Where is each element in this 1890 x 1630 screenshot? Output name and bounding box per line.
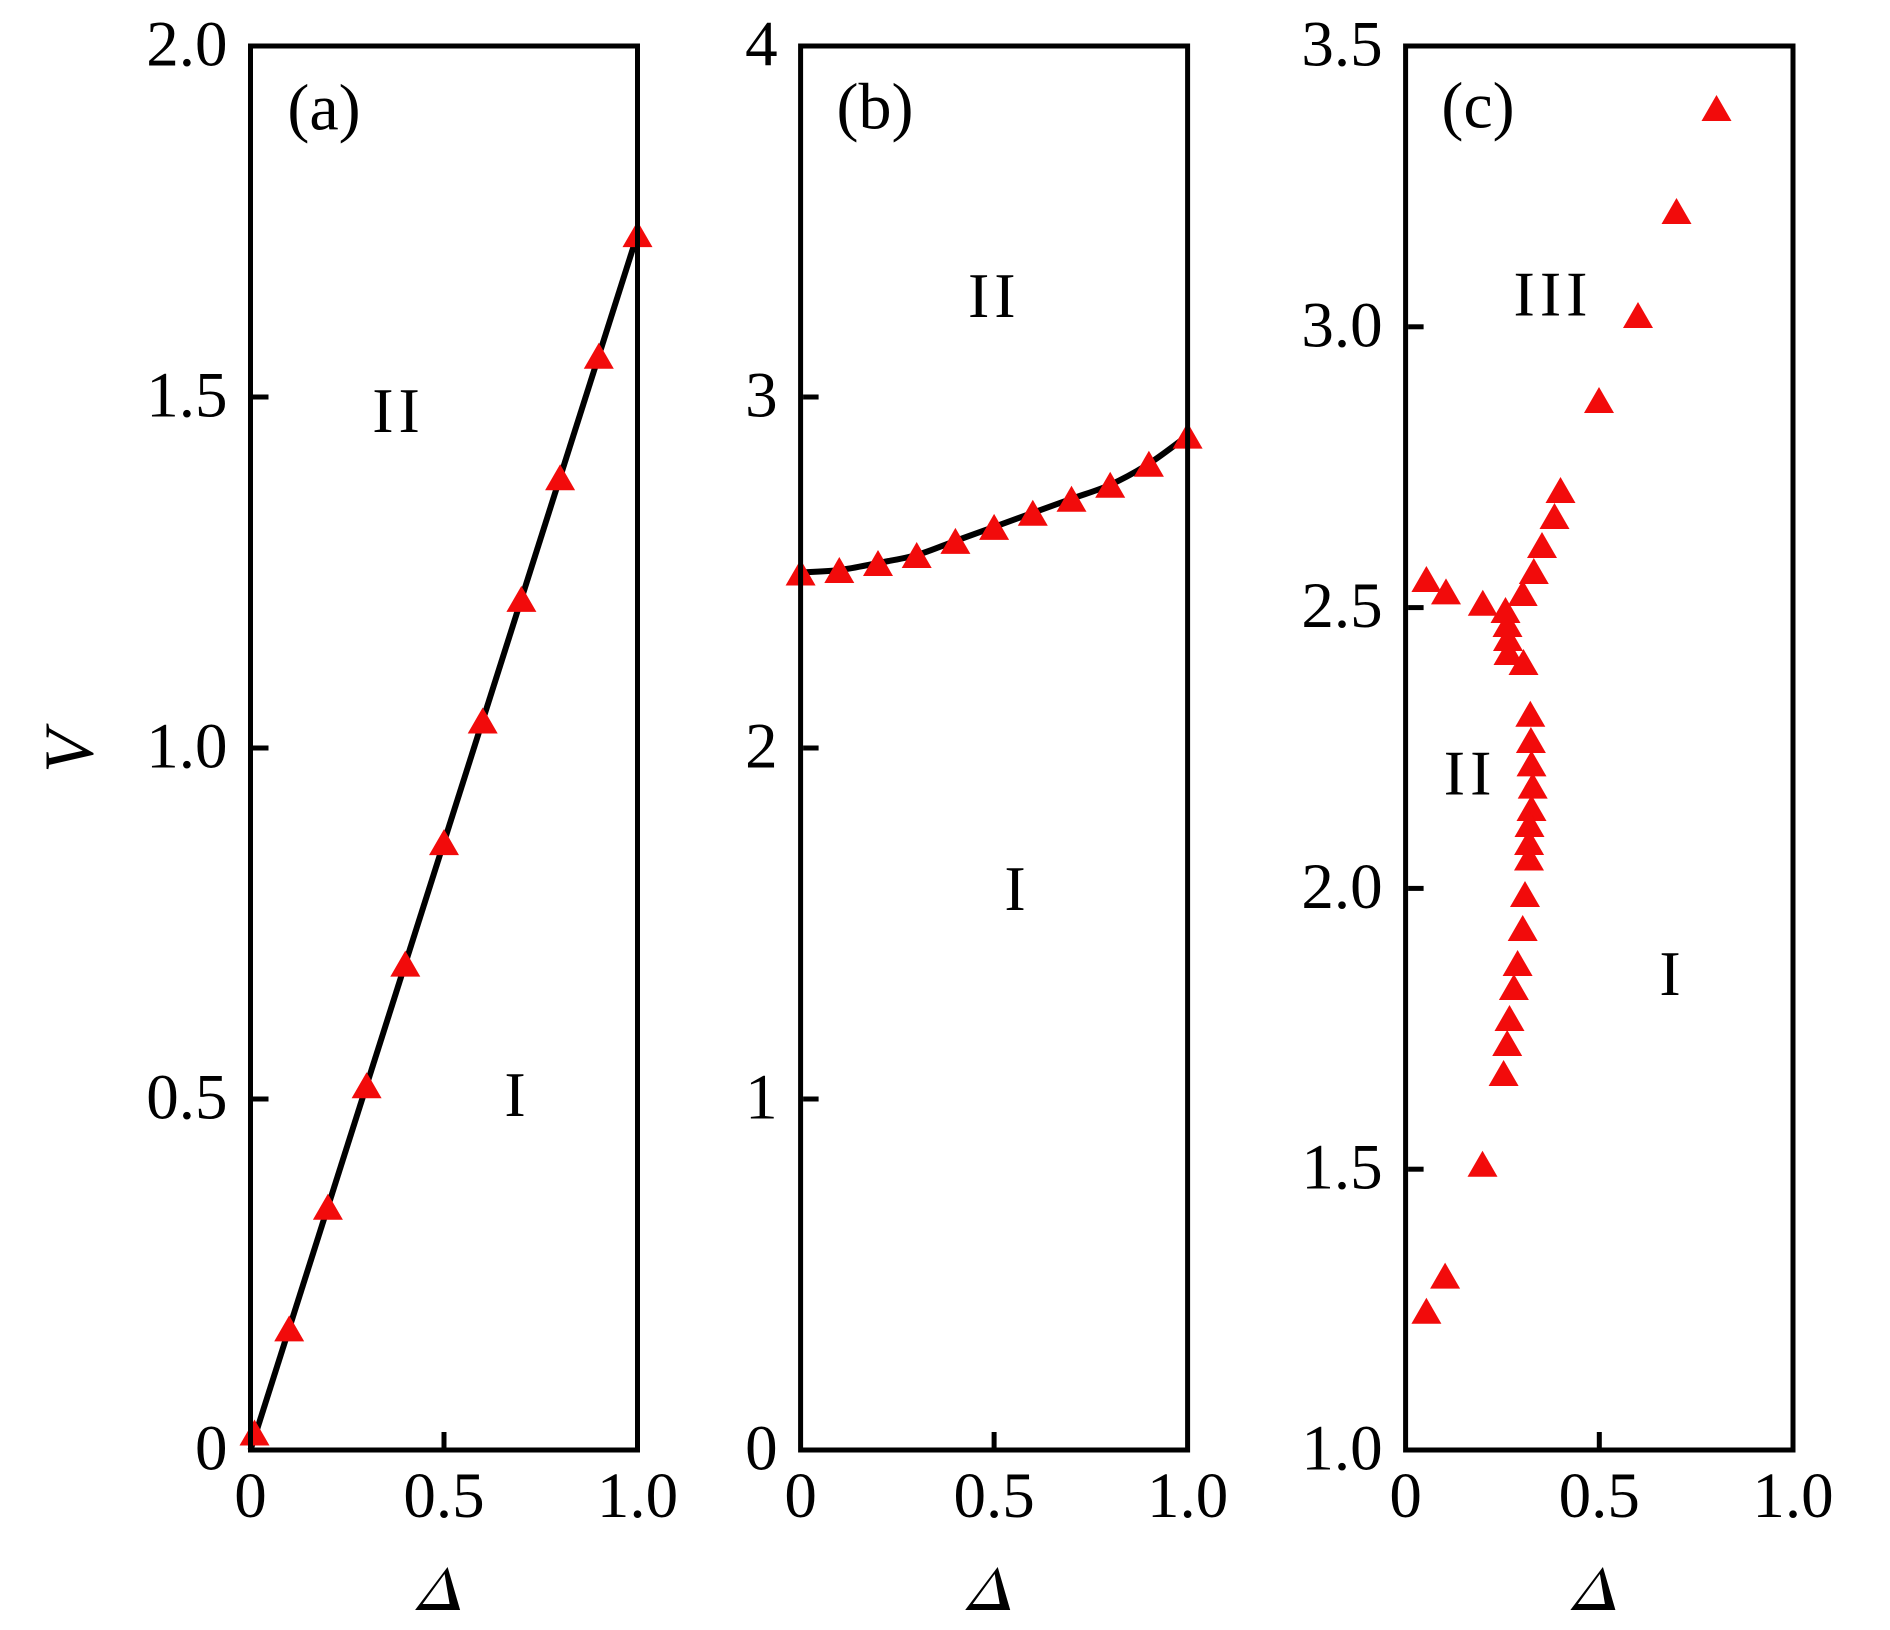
svg-text:II: II [372,375,425,446]
svg-text:1.5: 1.5 [146,360,227,432]
svg-text:I: I [1659,938,1680,1009]
svg-text:0.5: 0.5 [953,1460,1034,1532]
svg-text:(c): (c) [1441,70,1514,143]
svg-text:II: II [1444,738,1497,809]
svg-text:0: 0 [195,1413,228,1485]
svg-text:(b): (b) [837,71,914,144]
svg-text:1: 1 [745,1062,778,1134]
svg-text:V: V [32,723,109,773]
svg-text:0: 0 [784,1460,817,1532]
svg-text:I: I [1004,853,1025,924]
svg-text:4: 4 [745,9,778,81]
svg-text:1.0: 1.0 [1147,1460,1228,1532]
svg-text:3: 3 [745,360,778,432]
svg-text:2: 2 [745,711,778,783]
svg-text:0.5: 0.5 [146,1062,227,1134]
svg-text:1.0: 1.0 [1301,1413,1382,1485]
svg-text:0: 0 [745,1413,778,1485]
svg-text:1.0: 1.0 [597,1460,678,1532]
svg-text:2.0: 2.0 [1301,851,1382,923]
svg-text:1.0: 1.0 [1752,1460,1833,1532]
svg-text:2.0: 2.0 [146,9,227,81]
svg-text:1.0: 1.0 [146,711,227,783]
svg-text:0.5: 0.5 [403,1460,484,1532]
svg-text:0: 0 [1389,1460,1422,1532]
svg-text:3.5: 3.5 [1301,9,1382,81]
svg-text:II: II [968,260,1021,331]
svg-text:I: I [504,1059,525,1130]
svg-text:(a): (a) [287,72,360,145]
svg-text:0: 0 [234,1460,267,1532]
svg-text:2.5: 2.5 [1301,570,1382,642]
svg-text:III: III [1514,259,1593,330]
svg-text:3.0: 3.0 [1301,289,1382,361]
svg-text:1.5: 1.5 [1301,1132,1382,1204]
svg-text:0.5: 0.5 [1559,1460,1640,1532]
